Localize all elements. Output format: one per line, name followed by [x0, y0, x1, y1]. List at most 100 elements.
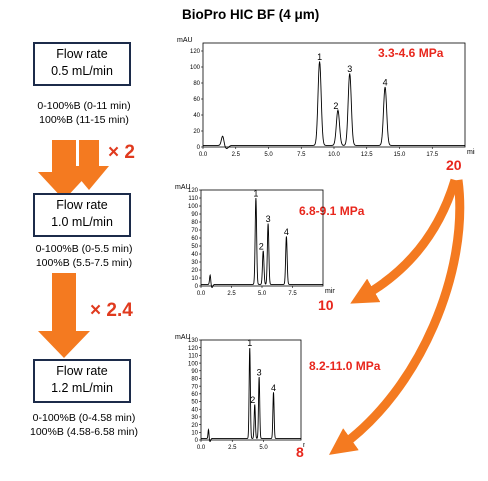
plot-frame — [200, 339, 302, 441]
y-tick-label: 50 — [191, 400, 198, 406]
condition-2: 0-100%B (0-5.5 min) 100%B (5.5-7.5 min) — [4, 242, 164, 270]
runtime-10: 10 — [318, 297, 334, 313]
peak-label-1: 1 — [317, 52, 322, 62]
chromatogram-1-0-ml-min: mAU 0 10 20 30 40 50 60 70 80 90 100 110 120 0.0 2.5 5.0… — [175, 184, 335, 297]
pressure-1: 3.3-4.6 MPa — [378, 46, 444, 60]
y-tick-label: 60 — [193, 97, 200, 103]
y-tick-label: 80 — [191, 220, 198, 226]
chromatogram-trace — [203, 61, 465, 149]
x-axis-label: min — [325, 288, 335, 295]
multiplier-x2-4: × 2.4 — [90, 300, 133, 321]
x-axis-label: min — [303, 442, 305, 449]
x-tick-label: 0.0 — [197, 445, 206, 451]
y-tick-label: 0 — [195, 438, 199, 444]
y-axis-label: mAU — [177, 37, 193, 44]
x-tick-label: 0.0 — [197, 291, 206, 297]
flow-box-2-value: 1.0 mL/min — [51, 215, 113, 229]
x-tick-label: 5.0 — [259, 445, 268, 451]
flow-arrow-2 — [38, 273, 90, 358]
y-tick-label: 10 — [191, 276, 198, 282]
runtime-arrow-to-10 — [350, 178, 460, 304]
y-tick-label: 40 — [193, 113, 200, 119]
y-tick-label: 90 — [191, 369, 198, 375]
y-tick-label: 80 — [191, 377, 198, 383]
y-tick-label: 120 — [188, 188, 199, 194]
chromatogram-trace — [201, 197, 323, 289]
peak-label-4: 4 — [383, 78, 388, 88]
condition-3-gradient: 0-100%B (0-4.58 min) — [32, 412, 136, 424]
peak-label-2: 2 — [259, 241, 264, 251]
condition-1-hold: 100%B (11-15 min) — [39, 114, 129, 126]
multiplier-x2: × 2 — [108, 142, 135, 163]
condition-2-gradient: 0-100%B (0-5.5 min) — [35, 243, 133, 255]
flow-box-1-label: Flow rate — [56, 47, 108, 61]
peak-label-4: 4 — [271, 383, 276, 393]
x-tick-label: 7.5 — [297, 152, 306, 158]
runtime-20: 20 — [446, 157, 462, 173]
x-tick-label: 10.0 — [328, 152, 340, 158]
flow-box-3-label: Flow rate — [56, 364, 108, 378]
y-tick-label: 40 — [191, 407, 198, 413]
plot-frame — [202, 42, 466, 148]
chromatogram-0-5-ml-min: mAU 0 20 40 60 80 100 120 0.0 2.5 5.0 7.5 10.0 12.5 15… — [177, 37, 475, 158]
y-tick-label: 80 — [193, 81, 200, 87]
peak-label-2: 2 — [333, 101, 338, 111]
y-tick-label: 30 — [191, 415, 198, 421]
x-tick-label: 2.5 — [228, 445, 237, 451]
condition-2-hold: 100%B (5.5-7.5 min) — [35, 257, 133, 269]
x-tick-label: 17.5 — [426, 152, 438, 158]
flow-box-1: Flow rate 0.5 mL/min — [33, 42, 131, 86]
peak-label-3: 3 — [347, 64, 352, 74]
flow-box-1-value: 0.5 mL/min — [51, 64, 113, 78]
y-tick-label: 30 — [191, 260, 198, 266]
peak-label-3: 3 — [266, 214, 271, 224]
y-tick-label: 120 — [188, 346, 199, 352]
runtime-arrow-to-8 — [329, 179, 465, 455]
x-tick-label: 2.5 — [227, 291, 236, 297]
pressure-2: 6.8-9.1 MPa — [299, 204, 365, 218]
y-tick-label: 50 — [191, 244, 198, 250]
y-tick-label: 100 — [188, 361, 199, 367]
y-axis-label: mAU — [175, 334, 191, 341]
peak-label-1: 1 — [247, 338, 252, 348]
y-axis-label: mAU — [175, 184, 191, 191]
runtime-8: 8 — [296, 444, 304, 460]
y-tick-label: 60 — [191, 236, 198, 242]
y-tick-label: 120 — [190, 49, 201, 55]
y-tick-label: 110 — [188, 196, 198, 202]
peak-label-2: 2 — [250, 395, 255, 405]
flow-box-3: Flow rate 1.2 mL/min — [33, 359, 131, 403]
x-tick-label: 7.5 — [288, 291, 297, 297]
figure-title: BioPro HIC BF (4 μm) — [182, 7, 320, 22]
x-tick-label: 2.5 — [232, 152, 241, 158]
peak-label-3: 3 — [257, 367, 262, 377]
y-tick-label: 20 — [191, 423, 198, 429]
y-tick-label: 70 — [191, 228, 198, 234]
y-tick-label: 110 — [188, 354, 198, 360]
condition-1-gradient: 0-100%B (0-11 min) — [37, 100, 131, 112]
x-tick-label: 5.0 — [258, 291, 267, 297]
x-tick-label: 0.0 — [199, 152, 208, 158]
y-tick-label: 20 — [191, 268, 198, 274]
condition-1: 0-100%B (0-11 min) 100%B (11-15 min) — [4, 99, 164, 127]
y-tick-label: 20 — [193, 129, 200, 135]
pressure-3: 8.2-11.0 MPa — [309, 359, 381, 373]
y-tick-label: 70 — [191, 384, 198, 390]
y-tick-label: 100 — [188, 204, 199, 210]
x-tick-label: 15.0 — [394, 152, 406, 158]
x-tick-label: 5.0 — [264, 152, 273, 158]
y-tick-label: 130 — [188, 338, 199, 344]
condition-3-hold: 100%B (4.58-6.58 min) — [30, 426, 138, 438]
peak-label-4: 4 — [284, 227, 289, 237]
x-axis-label: min — [467, 149, 475, 156]
scale-arrow-x2 — [69, 140, 109, 190]
chromatogram-trace — [201, 348, 301, 442]
flow-box-3-value: 1.2 mL/min — [51, 381, 113, 395]
flow-box-2-label: Flow rate — [56, 198, 108, 212]
y-tick-label: 90 — [191, 212, 198, 218]
condition-3: 0-100%B (0-4.58 min) 100%B (4.58-6.58 mi… — [4, 411, 164, 439]
y-tick-label: 100 — [190, 65, 201, 71]
peak-label-1: 1 — [253, 189, 258, 199]
